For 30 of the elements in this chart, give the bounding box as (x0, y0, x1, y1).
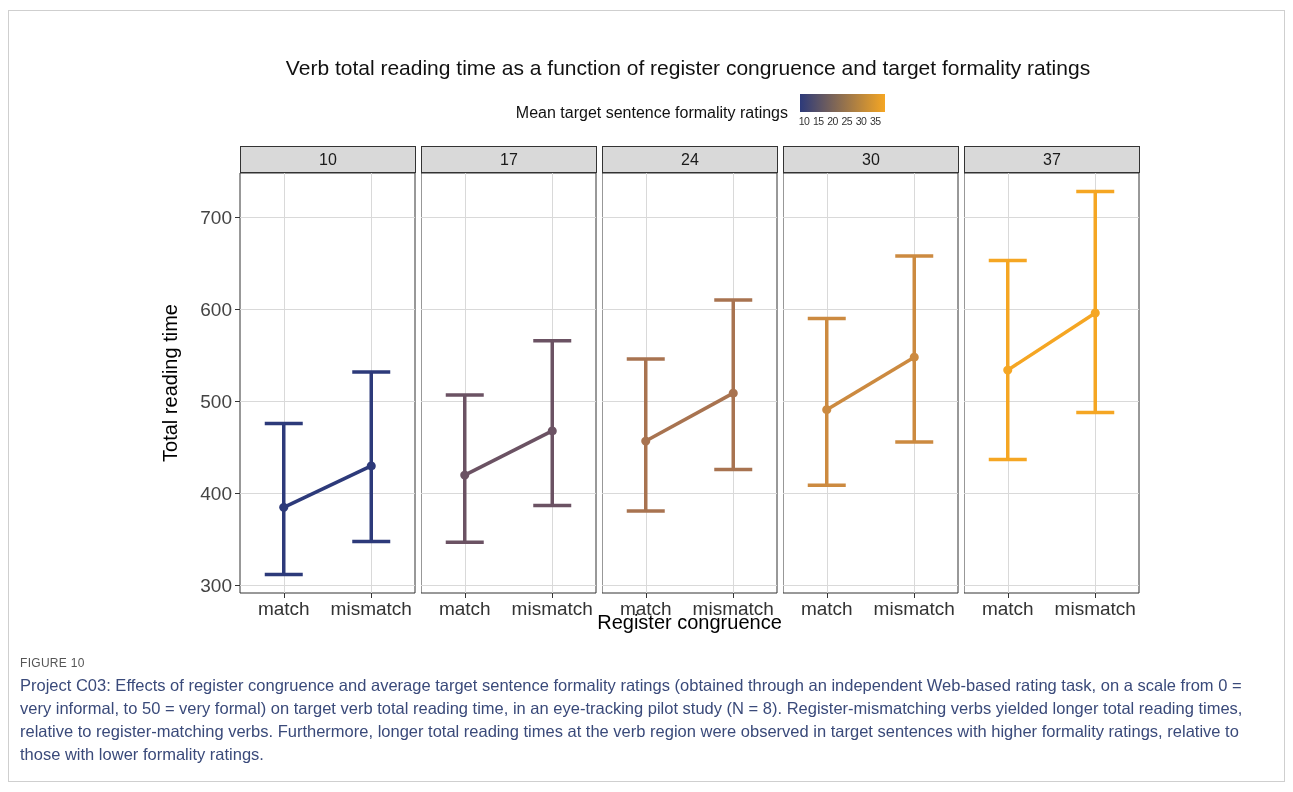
color-bar-label: 20 (826, 115, 839, 127)
chart-title: 24 (602, 146, 778, 173)
text: Project C03: Effects of register congruence and average target sentence formality ratings (obtained through an independent Web-based rating task, on a scale from 0 = very informal, to 50 = very formal) on target verb total reading time, in an eye-tracking pilot study (N = 8). Register-mismatching verbs yielded longer total reading times, relative to register-matching verbs. Furthermore, longer total reading times at the verb region were observed in target sentences with higher formality ratings, relative to those with lower formality ratings. (20, 675, 1244, 765)
x-tick-label: mismatch (1054, 598, 1136, 619)
y-tick-label: 700 (200, 206, 232, 228)
color-bar-label: 10 (797, 115, 811, 127)
x-tick-label: match (981, 598, 1034, 619)
y-tick-label: 300 (200, 575, 232, 597)
y-tick-label: 600 (200, 298, 232, 320)
color-bar-label: 30 (854, 115, 868, 127)
chart-title: 17 (421, 146, 597, 173)
x-tick-label: match (438, 598, 491, 619)
chart-title: 30 (783, 146, 959, 173)
y-tick-label: 500 (200, 390, 232, 412)
chart-title: 37 (964, 146, 1140, 173)
y-tick-label: 400 (200, 483, 232, 505)
color-bar-label: 15 (811, 115, 825, 127)
chart-title: 10 (240, 146, 416, 173)
x-tick-label: mismatch (330, 598, 412, 619)
x-tick-label: mismatch (873, 598, 955, 619)
x-tick-label: mismatch (692, 598, 774, 619)
caption: FIGURE 10 (20, 656, 86, 670)
x-tick-label: mismatch (511, 598, 593, 619)
text: Verb total reading time as a function of register congruence and target formality ratings (284, 56, 1092, 80)
x-tick-label: match (257, 598, 310, 619)
color-bar-label: 25 (840, 115, 854, 127)
x-tick-label: match (800, 598, 853, 619)
y-axis-title: Total reading time (159, 304, 181, 462)
color-bar-title: Mean target sentence formality ratings (514, 104, 788, 122)
color-bar-label: 35 (868, 115, 882, 127)
